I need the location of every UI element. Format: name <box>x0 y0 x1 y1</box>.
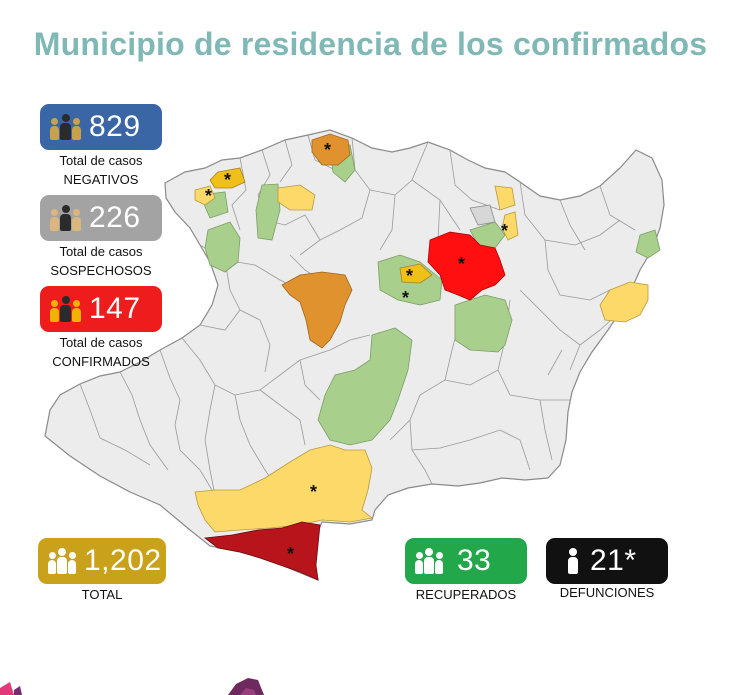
recuperados-caption: RECUPERADOS <box>415 587 517 602</box>
map-star: * <box>224 170 231 190</box>
map-star: * <box>310 482 317 502</box>
people-icon <box>48 548 76 574</box>
people-icon <box>415 548 443 574</box>
map-star: * <box>324 140 331 160</box>
map-stars: * * * * * * * * * <box>205 140 508 564</box>
very-high-municipalities <box>203 521 321 581</box>
negativos-caption: Total de casos NEGATIVOS <box>40 151 162 189</box>
map-star: * <box>406 266 413 286</box>
municipal-borders <box>79 134 636 496</box>
confirmados-caption-line2: CONFIRMADOS <box>52 354 150 369</box>
negativos-caption-line1: Total de casos <box>59 153 143 168</box>
negativos-count: 829 <box>89 110 141 143</box>
sospechosos-caption: Total de casos SOSPECHOSOS <box>40 242 162 280</box>
map-star: * <box>501 221 508 241</box>
map-star: * <box>205 186 212 206</box>
page-title: Municipio de residencia de los confirmad… <box>33 26 708 62</box>
total-caption: TOTAL <box>81 587 123 602</box>
negativos-badge: 829 <box>40 104 162 150</box>
people-icon <box>50 205 81 231</box>
bottom-decoration <box>0 678 264 695</box>
medium-low-municipalities <box>209 167 433 284</box>
high-municipalities <box>427 231 506 301</box>
medium-municipalities <box>281 133 353 349</box>
defunciones-badge: 21* <box>546 538 668 584</box>
people-icon <box>50 296 81 322</box>
map-star: * <box>402 288 409 308</box>
confirmados-badge: 147 <box>40 286 162 332</box>
sospechosos-count: 226 <box>89 201 141 234</box>
recuperados-count: 33 <box>457 544 492 577</box>
sospechosos-caption-line1: Total de casos <box>59 244 143 259</box>
state-outline <box>44 129 665 581</box>
defunciones-caption: DEFUNCIONES <box>559 585 655 600</box>
map-star: * <box>458 254 465 274</box>
sospechosos-caption-line2: SOSPECHOSOS <box>50 263 152 278</box>
defunciones-count: 21* <box>590 544 637 577</box>
people-icon <box>50 114 81 140</box>
confirmados-caption: Total de casos CONFIRMADOS <box>40 333 162 371</box>
confirmados-caption-line1: Total de casos <box>59 335 143 350</box>
confirmados-count: 147 <box>89 292 141 325</box>
total-badge: 1,202 <box>38 538 166 584</box>
negativos-caption-line2: NEGATIVOS <box>63 172 139 187</box>
map-star: * <box>287 544 294 564</box>
recuperados-badge: 33 <box>405 538 527 584</box>
total-count: 1,202 <box>84 544 162 577</box>
gray-municipality <box>469 204 496 226</box>
sospechosos-badge: 226 <box>40 195 162 241</box>
person-icon <box>568 548 578 574</box>
low-municipalities <box>194 184 649 533</box>
